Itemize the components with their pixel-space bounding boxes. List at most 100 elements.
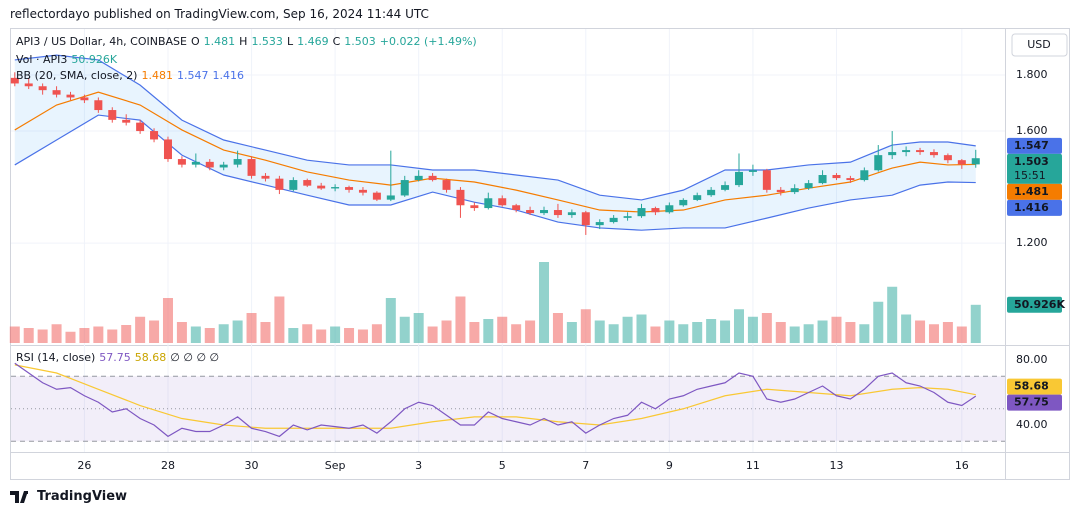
volume-value: 50.926K [71,53,118,66]
candle-body [331,187,340,189]
bb-fill [14,55,976,231]
ohlc-value: 1.469 [297,35,329,48]
volume-bar [622,316,633,343]
volume-bar [344,328,355,343]
candle-body [804,183,813,189]
publisher: reflectordayo published on TradingView.c… [10,7,429,21]
volume-bar [483,319,494,343]
x-tick-label: 5 [499,459,506,472]
candle-body [595,222,604,226]
volume-bar [37,329,48,343]
candle-body [372,192,381,200]
candle-body [52,90,61,95]
candle-body [832,175,841,179]
candle-body [428,175,437,181]
volume-bar [789,326,800,343]
x-tick-label: 30 [245,459,259,472]
volume-bar [469,322,480,343]
currency: USD [1027,38,1051,51]
tag-bb-basis: 1.481 [1014,185,1049,198]
ohlc-label: H [239,35,248,48]
candle-body [358,189,367,193]
footer: TradingView [10,489,127,504]
candle-body [943,155,952,161]
candle-body [456,189,465,206]
currency-button[interactable] [1011,33,1068,57]
volume-bar [371,324,382,343]
ohlc-label: O [190,35,200,48]
candle-body [665,205,674,213]
candle-body [386,195,395,200]
bb-name: BB (20, SMA, close, 2) [16,69,138,82]
volume-bar [316,329,327,343]
candle-body [219,164,228,168]
tag-bb-upper: 1.547 [1014,139,1049,152]
candle-body [902,150,911,153]
volume-bar [720,320,731,343]
candle-body [776,189,785,193]
volume-bar [761,313,772,343]
tag-rsi-ma: 58.68 [1014,380,1049,393]
candle-body [916,150,925,153]
bb-upper: 1.547 [176,69,209,82]
volume-bar [636,314,647,343]
change: +0.022 (+1.49%) [379,35,477,48]
candle-body [679,199,688,206]
volume-bar [190,326,201,343]
candle-body [261,175,270,179]
candle-body [205,161,214,168]
candle-body [108,110,117,120]
volume-bar [956,326,967,343]
legend-rsi: RSI (14, close) 57.75 58.68 ∅ ∅ ∅ ∅ [16,351,219,364]
volume-bar [107,329,118,343]
bb-basis: 1.481 [141,69,173,82]
tag-rsi-ma-bg [1007,378,1062,395]
volume-bar [887,286,898,343]
candle-body [275,178,284,190]
candle-body [80,97,89,101]
ohlc-value: 1.481 [203,35,236,48]
volume-bar [580,309,591,343]
candle-body [289,180,298,190]
volume-bar [775,322,786,343]
tag-bb-basis-bg [1007,183,1062,200]
rsi-extra: ∅ ∅ ∅ ∅ [170,351,220,364]
candle-body [150,131,159,140]
candle-body [721,185,730,190]
x-tick-label: Sep [325,459,346,472]
volume-bar [650,326,661,343]
volume-bar [942,322,953,343]
volume-bar [149,320,160,343]
candle-body [762,170,771,190]
tag-rsi-bg [1007,394,1062,411]
y-tick-label: 1.800 [1016,68,1048,81]
legend-bb: BB (20, SMA, close, 2) 1.481 1.547 1.416 [16,69,244,82]
volume-bar [845,322,856,343]
candle-body [846,178,855,181]
candle-body [512,205,521,211]
x-tick-label: 9 [666,459,673,472]
candle-body [874,155,883,171]
volume-bar [525,320,536,343]
candle-body [581,212,590,226]
volume-bar [497,316,508,343]
volume-bar [385,298,396,343]
volume-bar [65,331,76,343]
volume-bar [260,322,271,343]
tag-bb-upper-bg [1007,137,1062,154]
volume-name: Vol · API3 [16,53,68,66]
candle-body [957,160,966,165]
volume-bar [232,320,243,343]
volume-bar [330,326,341,343]
tag-bb-lower: 1.416 [1014,201,1049,214]
candle-body [247,159,256,176]
volume-bar [246,313,257,343]
volume-bar [302,324,313,343]
volume-bar [441,320,452,343]
x-tick-label: 16 [955,459,969,472]
volume-bar [915,320,926,343]
volume-bar [539,262,550,343]
